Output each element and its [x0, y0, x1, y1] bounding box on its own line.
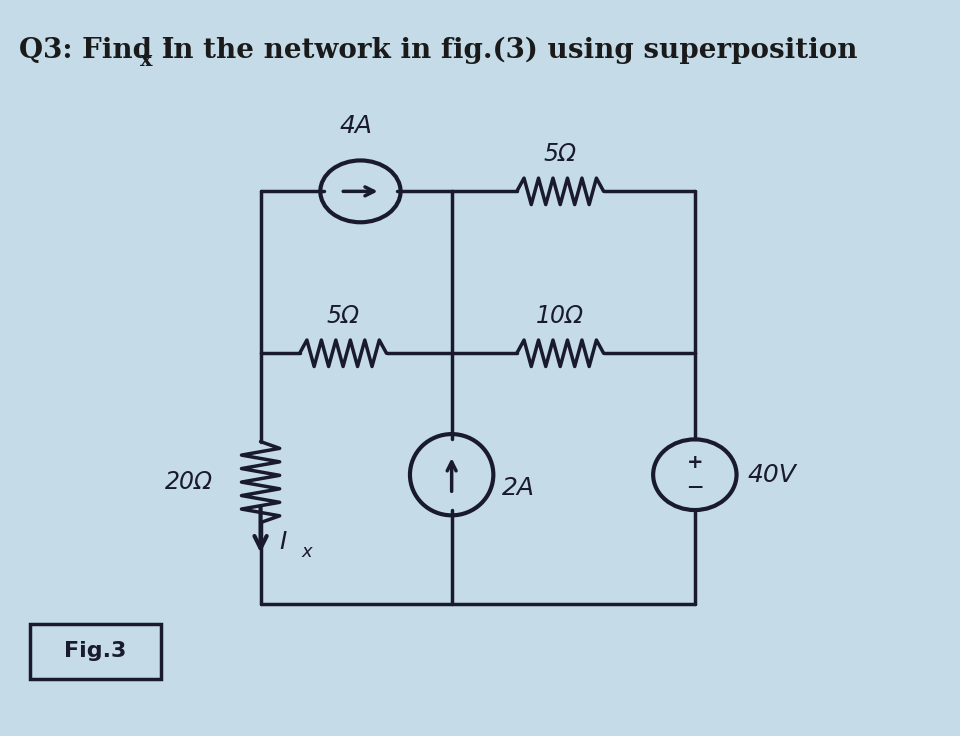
Text: 2A: 2A	[502, 476, 535, 500]
Text: 10Ω: 10Ω	[537, 303, 585, 328]
Text: I: I	[279, 531, 287, 554]
FancyBboxPatch shape	[31, 624, 160, 679]
Text: 40V: 40V	[748, 463, 797, 486]
Text: 4A: 4A	[340, 114, 372, 138]
Text: 5Ω: 5Ω	[543, 141, 577, 166]
Text: Q3: Find I: Q3: Find I	[19, 37, 175, 64]
Text: in the network in fig.(3) using superposition: in the network in fig.(3) using superpos…	[153, 37, 857, 64]
Text: 20Ω: 20Ω	[165, 470, 213, 494]
Text: —: —	[687, 479, 703, 494]
Text: x: x	[140, 50, 153, 70]
Text: x: x	[301, 543, 312, 561]
Text: Fig.3: Fig.3	[64, 641, 127, 662]
Text: +: +	[686, 453, 703, 473]
Text: 5Ω: 5Ω	[326, 303, 360, 328]
